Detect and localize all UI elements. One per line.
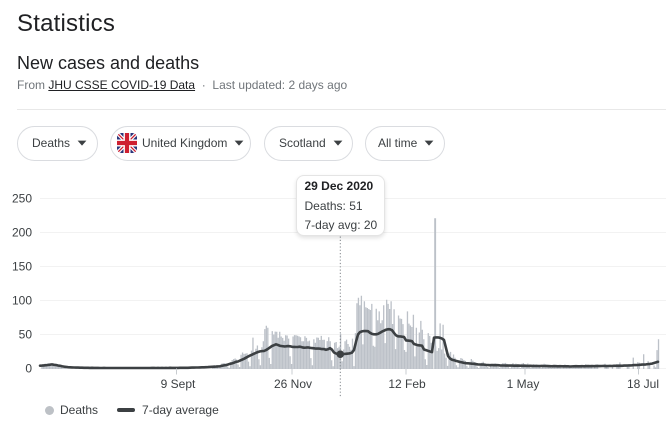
svg-text:26 Nov: 26 Nov bbox=[274, 377, 312, 391]
svg-text:0: 0 bbox=[25, 362, 32, 376]
svg-text:200: 200 bbox=[12, 226, 32, 240]
svg-text:50: 50 bbox=[19, 328, 33, 342]
svg-text:100: 100 bbox=[12, 294, 32, 308]
svg-text:18 Jul: 18 Jul bbox=[627, 377, 659, 391]
svg-text:250: 250 bbox=[12, 192, 32, 206]
svg-text:1 May: 1 May bbox=[507, 377, 540, 391]
svg-text:9 Sept: 9 Sept bbox=[161, 377, 196, 391]
svg-text:12 Feb: 12 Feb bbox=[388, 377, 426, 391]
svg-text:150: 150 bbox=[12, 260, 32, 274]
